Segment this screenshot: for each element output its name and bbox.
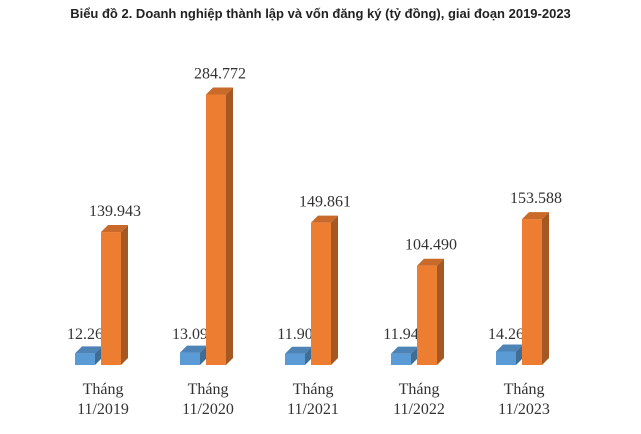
bar-2-4: [417, 258, 444, 365]
category-label-4: Tháng 11/2022: [393, 381, 445, 418]
value-label-2-2: 284.772: [194, 65, 246, 82]
bar-1-2: [180, 345, 207, 365]
bar-2-3: [311, 215, 338, 365]
category-label-3: Tháng 11/2021: [287, 381, 339, 418]
bar-1-1: [75, 346, 102, 365]
value-label-1-2: 13.092: [172, 326, 216, 343]
bar-2-1: [101, 225, 128, 365]
value-label-2-3: 149.861: [299, 194, 351, 211]
value-label-2-5: 153.588: [510, 190, 562, 207]
value-label-1-3: 11.902: [277, 326, 320, 343]
bar-1-5: [496, 344, 523, 365]
chart-title: Biểu đồ 2. Doanh nghiệp thành lập và vốn…: [70, 6, 571, 21]
bar-2-2: [206, 87, 233, 365]
value-label-1-5: 14.267: [488, 326, 532, 343]
value-label-2-1: 139.943: [89, 203, 141, 220]
bar-1-4: [391, 346, 418, 365]
category-label-5: Tháng 11/2023: [498, 381, 550, 418]
bar-1-3: [285, 346, 312, 365]
category-label-2: Tháng 11/2020: [182, 381, 234, 418]
value-label-1-4: 11.943: [383, 326, 426, 343]
bar-2-5: [522, 212, 549, 365]
value-label-2-4: 104.490: [405, 237, 457, 254]
category-label-1: Tháng 11/2019: [77, 381, 129, 418]
value-label-1-1: 12.265: [67, 326, 111, 343]
